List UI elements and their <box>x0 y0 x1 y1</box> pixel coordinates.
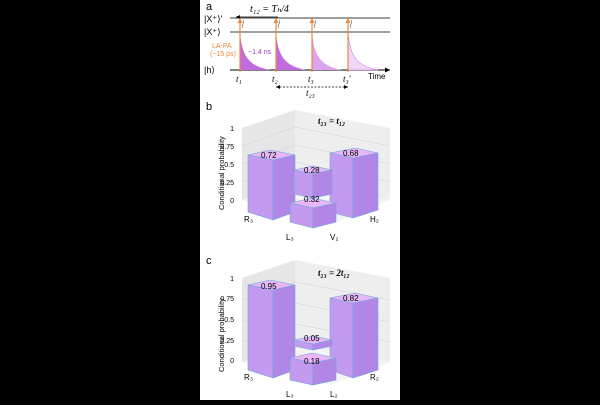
panel-b-label: b <box>206 101 212 113</box>
time-axis-arrow <box>385 67 390 73</box>
panel-c-value-082: 0.82 <box>343 294 359 303</box>
pulse-label-1: LA-PA <box>212 43 232 50</box>
state-x-prime: |X⁺⟩' <box>204 14 223 24</box>
panel-b-bar-mid <box>293 165 333 199</box>
panel-c-axis-l2: L₂ <box>330 390 338 399</box>
decay-4 <box>347 31 379 71</box>
panel-b-value-072: 0.72 <box>261 151 277 160</box>
pulse-label-2: (~15 ps) <box>210 51 236 58</box>
panel-c-value-018: 0.18 <box>304 357 320 366</box>
panel-b: b t₂₃ = t₁₂ Conditional probability 1 0.… <box>206 101 391 242</box>
t1-label: t₁ <box>236 74 242 84</box>
panel-c-bar-l3l2 <box>289 352 337 386</box>
decay-2 <box>276 32 306 70</box>
panel-b-value-032: 0.32 <box>304 195 320 204</box>
panel-c-bar-r3r2 <box>247 279 296 379</box>
t2-label: t₂ <box>272 74 278 84</box>
panel-c-value-095: 0.95 <box>261 282 277 291</box>
panel-a-label: a <box>206 1 213 13</box>
panel-c-label: c <box>206 255 212 267</box>
panel-b-title: t₂₃ = t₁₂ <box>318 116 345 126</box>
panel-b-axis-v2: V₂ <box>330 233 338 242</box>
figure: a t₁₂ = Tₕ/4 |X⁺⟩' |X⁺⟩ |h⟩ Time LA-PA (… <box>200 0 400 400</box>
panel-b-axis-h2: H₂ <box>370 215 379 224</box>
panel-b-axis-r3: R₃ <box>244 215 253 224</box>
panel-c-ytick-1: 1 <box>230 276 234 283</box>
panel-b-ylabel: Conditional probability <box>217 136 226 210</box>
panel-c-title: t₂₃ = 2t₁₂ <box>318 268 350 278</box>
panel-a: a t₁₂ = Tₕ/4 |X⁺⟩' |X⁺⟩ |h⟩ Time LA-PA (… <box>204 1 390 98</box>
panel-b-axis-l3: L₃ <box>286 233 294 242</box>
panel-c-value-005: 0.05 <box>304 334 320 343</box>
t3-label: t₃ <box>308 74 314 84</box>
panel-b-bar-r3h2 <box>247 149 296 221</box>
t3p-label: t₃' <box>343 74 352 84</box>
panel-b-bar-r3v2 <box>329 147 379 219</box>
panel-c-axis-r2: R₂ <box>370 373 379 382</box>
figure-svg: a t₁₂ = Tₕ/4 |X⁺⟩' |X⁺⟩ |h⟩ Time LA-PA (… <box>204 1 391 399</box>
panel-b-ytick-025: 0.25 <box>220 180 234 187</box>
panel-b-ytick-1: 1 <box>230 126 234 133</box>
panel-c-ytick-0: 0 <box>230 358 234 365</box>
panel-c-axis-l3: L₃ <box>286 390 294 399</box>
panel-b-value-068: 0.68 <box>343 149 359 158</box>
emission-markers <box>241 19 353 29</box>
panel-c-bar-mid <box>293 335 333 351</box>
pulse-arrowheads <box>237 18 351 23</box>
panel-b-ytick-05: 0.5 <box>224 162 234 169</box>
panel-c-axis-r3: R₃ <box>244 373 253 382</box>
panel-c: c t₂₃ = 2t₁₂ Conditional probability 1 0… <box>206 255 391 399</box>
panel-b-ytick-075: 0.75 <box>220 144 234 151</box>
panel-c-ytick-025: 0.25 <box>220 338 234 345</box>
panel-c-ytick-05: 0.5 <box>224 317 234 324</box>
state-x: |X⁺⟩ <box>204 27 221 37</box>
panel-c-ylabel: Conditional probability <box>217 298 226 372</box>
panel-c-ytick-075: 0.75 <box>220 296 234 303</box>
panel-b-ytick-0: 0 <box>230 198 234 205</box>
panel-b-bar-l3v2 <box>289 197 337 229</box>
t23-label: t₂₃ <box>306 88 315 98</box>
panel-c-bar-r3l2 <box>329 292 379 379</box>
panel-b-value-028: 0.28 <box>304 166 320 175</box>
state-h: |h⟩ <box>204 65 215 75</box>
t12-label: t₁₂ = Tₕ/4 <box>250 4 289 15</box>
decay-1 <box>240 32 270 70</box>
decay-3 <box>312 32 342 70</box>
decay-label: ~1.4 ns <box>248 49 272 56</box>
time-label: Time <box>368 72 386 81</box>
